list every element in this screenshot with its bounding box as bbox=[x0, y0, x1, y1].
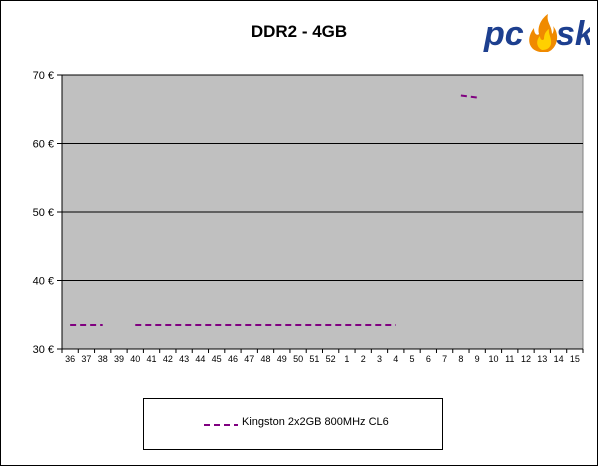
series-line bbox=[460, 94, 478, 99]
x-tick-label: 45 bbox=[212, 354, 222, 364]
x-tick-label: 5 bbox=[410, 354, 415, 364]
pcsk-logo: pc sk bbox=[483, 14, 590, 53]
x-tick-label: 11 bbox=[505, 354, 514, 364]
gridlines bbox=[62, 74, 583, 281]
x-tick-label: 47 bbox=[244, 354, 254, 364]
x-tick-label: 40 bbox=[130, 354, 140, 364]
x-tick-label: 13 bbox=[537, 354, 547, 364]
y-tick-label: 50 € bbox=[33, 207, 54, 219]
x-tick-label: 7 bbox=[442, 354, 447, 364]
chart-title: DDR2 - 4GB bbox=[250, 22, 348, 41]
x-tick-label: 6 bbox=[426, 354, 431, 364]
x-tick-label: 8 bbox=[458, 354, 463, 364]
legend: Kingston 2x2GB 800MHz CL6 bbox=[143, 398, 443, 450]
y-tick-label: 40 € bbox=[33, 276, 54, 288]
logo-text-sk: sk bbox=[556, 15, 590, 53]
logo-text-pc: pc bbox=[483, 15, 524, 53]
y-tick-label: 60 € bbox=[33, 139, 54, 151]
x-axis-ticks: 36 37 38 39 40 41 42 43 44 45 46 47 48 49 50 51 52 1 2 3 4 5 6… bbox=[61, 349, 584, 364]
x-tick-label: 38 bbox=[98, 354, 108, 364]
x-tick-label: 50 bbox=[293, 354, 303, 364]
x-tick-label: 14 bbox=[554, 354, 564, 364]
x-tick-label: 10 bbox=[488, 354, 498, 364]
y-tick-label: 30 € bbox=[33, 344, 54, 356]
x-tick-label: 43 bbox=[179, 354, 189, 364]
x-tick-label: 15 bbox=[570, 354, 580, 364]
series-layer bbox=[70, 94, 478, 327]
x-tick-label: 4 bbox=[393, 354, 398, 364]
x-tick-label: 39 bbox=[114, 354, 124, 364]
x-tick-label: 48 bbox=[261, 354, 271, 364]
x-tick-label: 52 bbox=[326, 354, 336, 364]
x-tick-label: 51 bbox=[309, 354, 319, 364]
x-tick-label: 49 bbox=[277, 354, 287, 364]
x-tick-label: 42 bbox=[163, 354, 173, 364]
x-tick-label: 2 bbox=[361, 354, 366, 364]
x-tick-label: 36 bbox=[65, 354, 75, 364]
x-tick-label: 46 bbox=[228, 354, 238, 364]
y-axis-ticks: 30 € 40 € 50 € 60 € 70 € bbox=[33, 70, 62, 356]
x-tick-label: 12 bbox=[521, 354, 531, 364]
x-tick-label: 44 bbox=[195, 354, 205, 364]
flame-icon bbox=[529, 14, 558, 52]
y-tick-label: 70 € bbox=[33, 70, 54, 82]
legend-swatch bbox=[204, 424, 238, 426]
x-tick-label: 3 bbox=[377, 354, 382, 364]
x-tick-label: 9 bbox=[475, 354, 480, 364]
x-tick-label: 37 bbox=[81, 354, 91, 364]
legend-label: Kingston 2x2GB 800MHz CL6 bbox=[242, 416, 389, 428]
x-tick-label: 1 bbox=[344, 354, 349, 364]
x-tick-label: 41 bbox=[147, 354, 157, 364]
